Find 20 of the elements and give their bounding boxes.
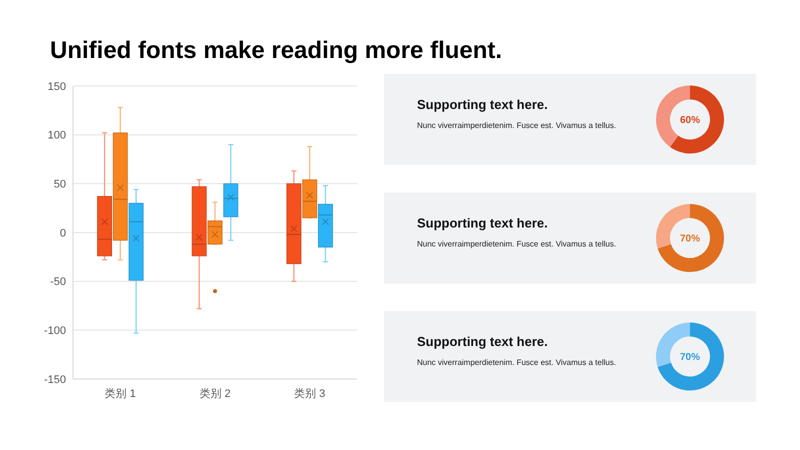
x-tick-label: 类别 3 [294, 387, 326, 400]
y-tick-label: -100 [44, 325, 66, 338]
y-tick-label: 0 [60, 227, 66, 240]
text: Supporting text here. [417, 97, 548, 112]
y-tick-label: -150 [44, 374, 66, 386]
text: Supporting text here. [417, 216, 548, 230]
y-tick-label: 50 [54, 178, 66, 191]
text: Nunc viverraimperdietenim. Fusce est. Vivamus a tellus. [417, 240, 616, 248]
y-tick-label: 100 [48, 130, 66, 142]
title: Unified fonts make reading more fluent. [50, 37, 502, 64]
text: Nunc viverraimperdietenim. Fusce est. Vivamus a tellus. [417, 121, 616, 130]
data-label: 70% [680, 352, 700, 363]
y-tick-label: 150 [48, 80, 66, 93]
x-tick-label: 类别 2 [199, 387, 231, 400]
data-label: 60% [680, 115, 700, 126]
x-tick-label: 类别 1 [104, 387, 136, 400]
text: Nunc viverraimperdietenim. Fusce est. Vivamus a tellus. [417, 358, 616, 367]
y-tick-label: -50 [50, 276, 66, 288]
text: Supporting text here. [417, 334, 548, 349]
data-label: 70% [680, 234, 700, 244]
